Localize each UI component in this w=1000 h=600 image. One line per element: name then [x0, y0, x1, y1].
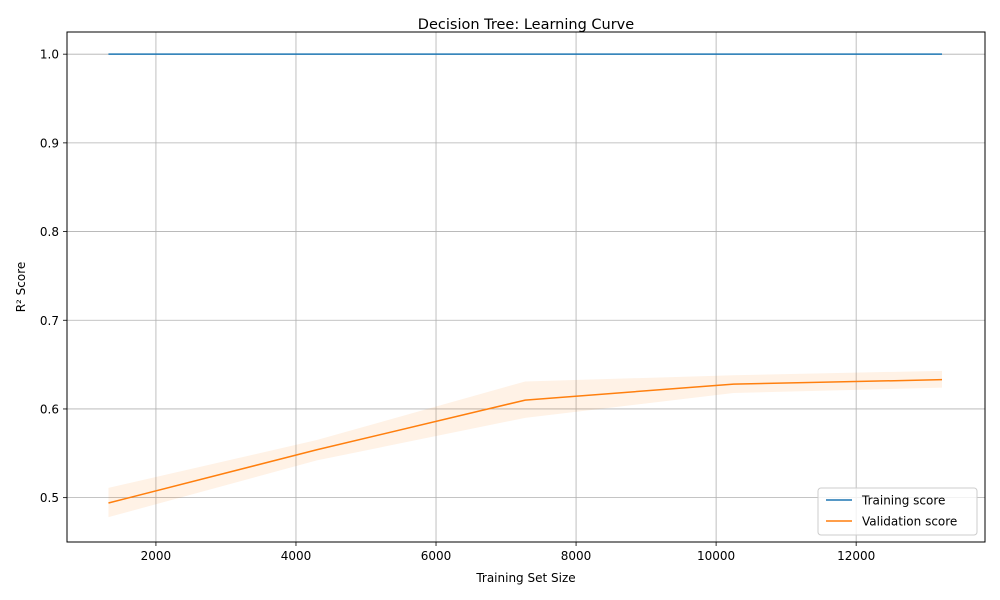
x-tick-label: 12000 — [837, 549, 875, 563]
legend-label-training: Training score — [861, 494, 945, 508]
y-tick-label: 0.6 — [40, 402, 59, 416]
x-tick-label: 2000 — [141, 549, 172, 563]
x-axis-title: Training Set Size — [475, 571, 575, 585]
y-tick-label: 0.5 — [40, 491, 59, 505]
axis-ticks: 2000 4000 6000 8000 10000 12000 0.5 0.6 0.7 0.8 0.… — [40, 48, 875, 563]
x-tick-label: 6000 — [421, 549, 452, 563]
y-tick-label: 0.9 — [40, 136, 59, 150]
legend-label-validation: Validation score — [862, 515, 957, 529]
series-lines — [108, 53, 943, 504]
y-tick-label: 0.7 — [40, 314, 59, 328]
x-tick-label: 4000 — [281, 549, 312, 563]
y-tick-label: 0.8 — [40, 225, 59, 239]
x-tick-label: 8000 — [561, 549, 592, 563]
y-tick-label: 1.0 — [40, 48, 59, 62]
y-axis-title: R² Score — [14, 262, 28, 313]
x-tick-label: 10000 — [697, 549, 735, 563]
legend-box — [817, 487, 978, 536]
legend: Training score Validation score — [817, 487, 978, 536]
chart-title: Decision Tree: Learning Curve — [418, 17, 634, 33]
plot-frame — [66, 31, 986, 543]
